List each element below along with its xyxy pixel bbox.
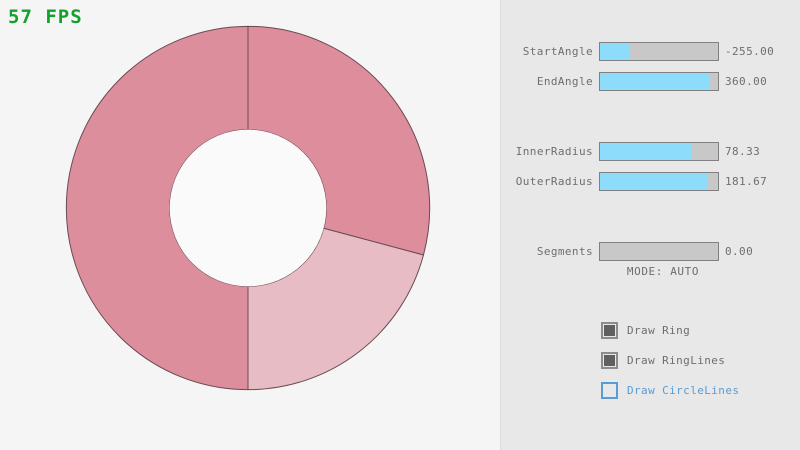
checkbox-label: Draw RingLines (627, 353, 726, 367)
slider-value: 78.33 (725, 144, 761, 158)
donut-hole (169, 129, 327, 287)
slider-row-endangle: EndAngle 360.00 (501, 71, 800, 91)
slider-track-segments[interactable] (599, 241, 719, 261)
slider-label: OuterRadius (515, 174, 593, 188)
slider-fill (600, 72, 709, 90)
checkbox-row-draw-ring[interactable]: Draw Ring (601, 319, 690, 341)
control-panel: StartAngle -255.00 EndAngle 360.00 InnerRadi… (500, 0, 800, 450)
donut-chart (65, 25, 431, 391)
slider-value: 360.00 (725, 74, 768, 88)
slider-track-startangle[interactable] (599, 41, 719, 61)
checkbox-row-draw-ringlines[interactable]: Draw RingLines (601, 349, 725, 371)
slider-label: EndAngle (536, 74, 593, 88)
slider-label: StartAngle (522, 44, 593, 58)
slider-track-innerradius[interactable] (599, 141, 719, 161)
slider-track-endangle[interactable] (599, 71, 719, 91)
slider-fill (600, 42, 630, 60)
slider-row-innerradius: InnerRadius 78.33 (501, 141, 800, 161)
checkbox-label: Draw Ring (627, 323, 691, 337)
mode-label: MODE: AUTO (626, 265, 700, 278)
render-canvas[interactable]: 57 FPS (0, 0, 500, 450)
slider-row-segments: Segments 0.00 (501, 241, 800, 261)
slider-track-outerradius[interactable] (599, 171, 719, 191)
checkbox-icon[interactable] (601, 321, 618, 339)
slider-label: Segments (536, 244, 593, 258)
slider-fill (600, 142, 693, 160)
checkbox-icon[interactable] (601, 381, 618, 399)
checkbox-label: Draw CircleLines (627, 383, 740, 397)
slider-fill (600, 172, 708, 190)
checkbox-icon[interactable] (601, 351, 618, 369)
fps-counter: 57 FPS (8, 6, 83, 28)
checkbox-row-draw-circlelines[interactable]: Draw CircleLines (601, 379, 739, 401)
slider-value: 181.67 (725, 174, 768, 188)
slider-label: InnerRadius (515, 144, 593, 158)
slider-row-startangle: StartAngle -255.00 (501, 41, 800, 61)
slider-row-outerradius: OuterRadius 181.67 (501, 171, 800, 191)
slider-value: 0.00 (725, 244, 754, 258)
slider-value: -255.00 (725, 44, 775, 58)
